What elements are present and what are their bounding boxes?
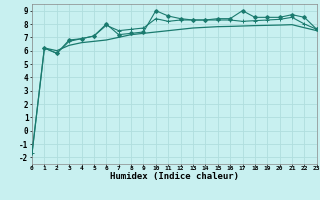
X-axis label: Humidex (Indice chaleur): Humidex (Indice chaleur) bbox=[110, 172, 239, 181]
